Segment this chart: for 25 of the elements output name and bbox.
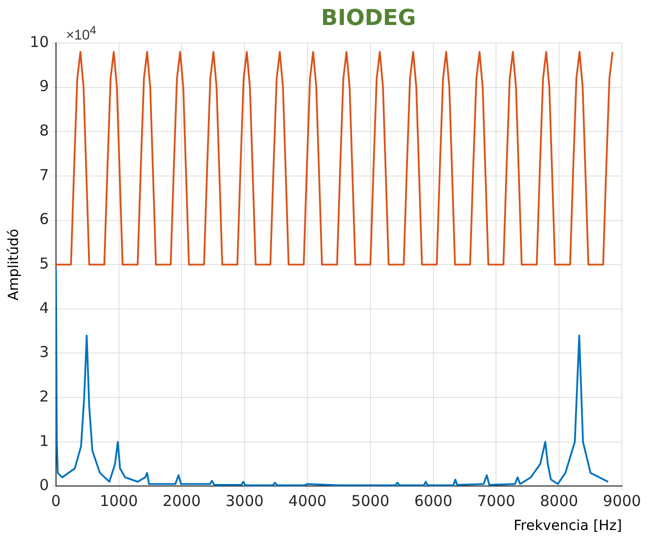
x-tick-label: 9000 <box>602 492 642 510</box>
y-tick-label: 7 <box>39 166 49 184</box>
y-tick-label: 0 <box>39 476 49 494</box>
x-tick-label: 2000 <box>162 492 201 510</box>
y-tick-label: 9 <box>39 77 49 96</box>
y-axis-title: Amplitúdó <box>6 228 22 300</box>
x-tick-label: 5000 <box>351 492 390 510</box>
x-tick-label: 0 <box>51 492 61 510</box>
x-axis-title: Frekvencia [Hz] <box>514 518 622 534</box>
x-tick-label: 1000 <box>100 492 138 510</box>
y-tick-label: 3 <box>39 343 49 362</box>
y-tick-label: 6 <box>39 210 49 228</box>
y-tick-label: 10 <box>30 32 49 51</box>
x-tick-label: 3000 <box>226 492 264 510</box>
x-tick-label: 4000 <box>288 492 327 510</box>
y-tick-label: 5 <box>39 254 49 272</box>
text: ×10$^{4}$ <box>66 24 96 43</box>
y-tick-label: 2 <box>39 387 49 406</box>
x-tick-label: 6000 <box>414 492 452 510</box>
chart-title: BIODEG <box>320 6 416 31</box>
x-tick-label: 8000 <box>540 492 578 510</box>
x-tick-label: 7000 <box>477 492 516 510</box>
y-tick-label: 1 <box>39 432 49 450</box>
y-tick-label: 8 <box>39 122 49 140</box>
y-tick-label: 4 <box>39 298 49 317</box>
